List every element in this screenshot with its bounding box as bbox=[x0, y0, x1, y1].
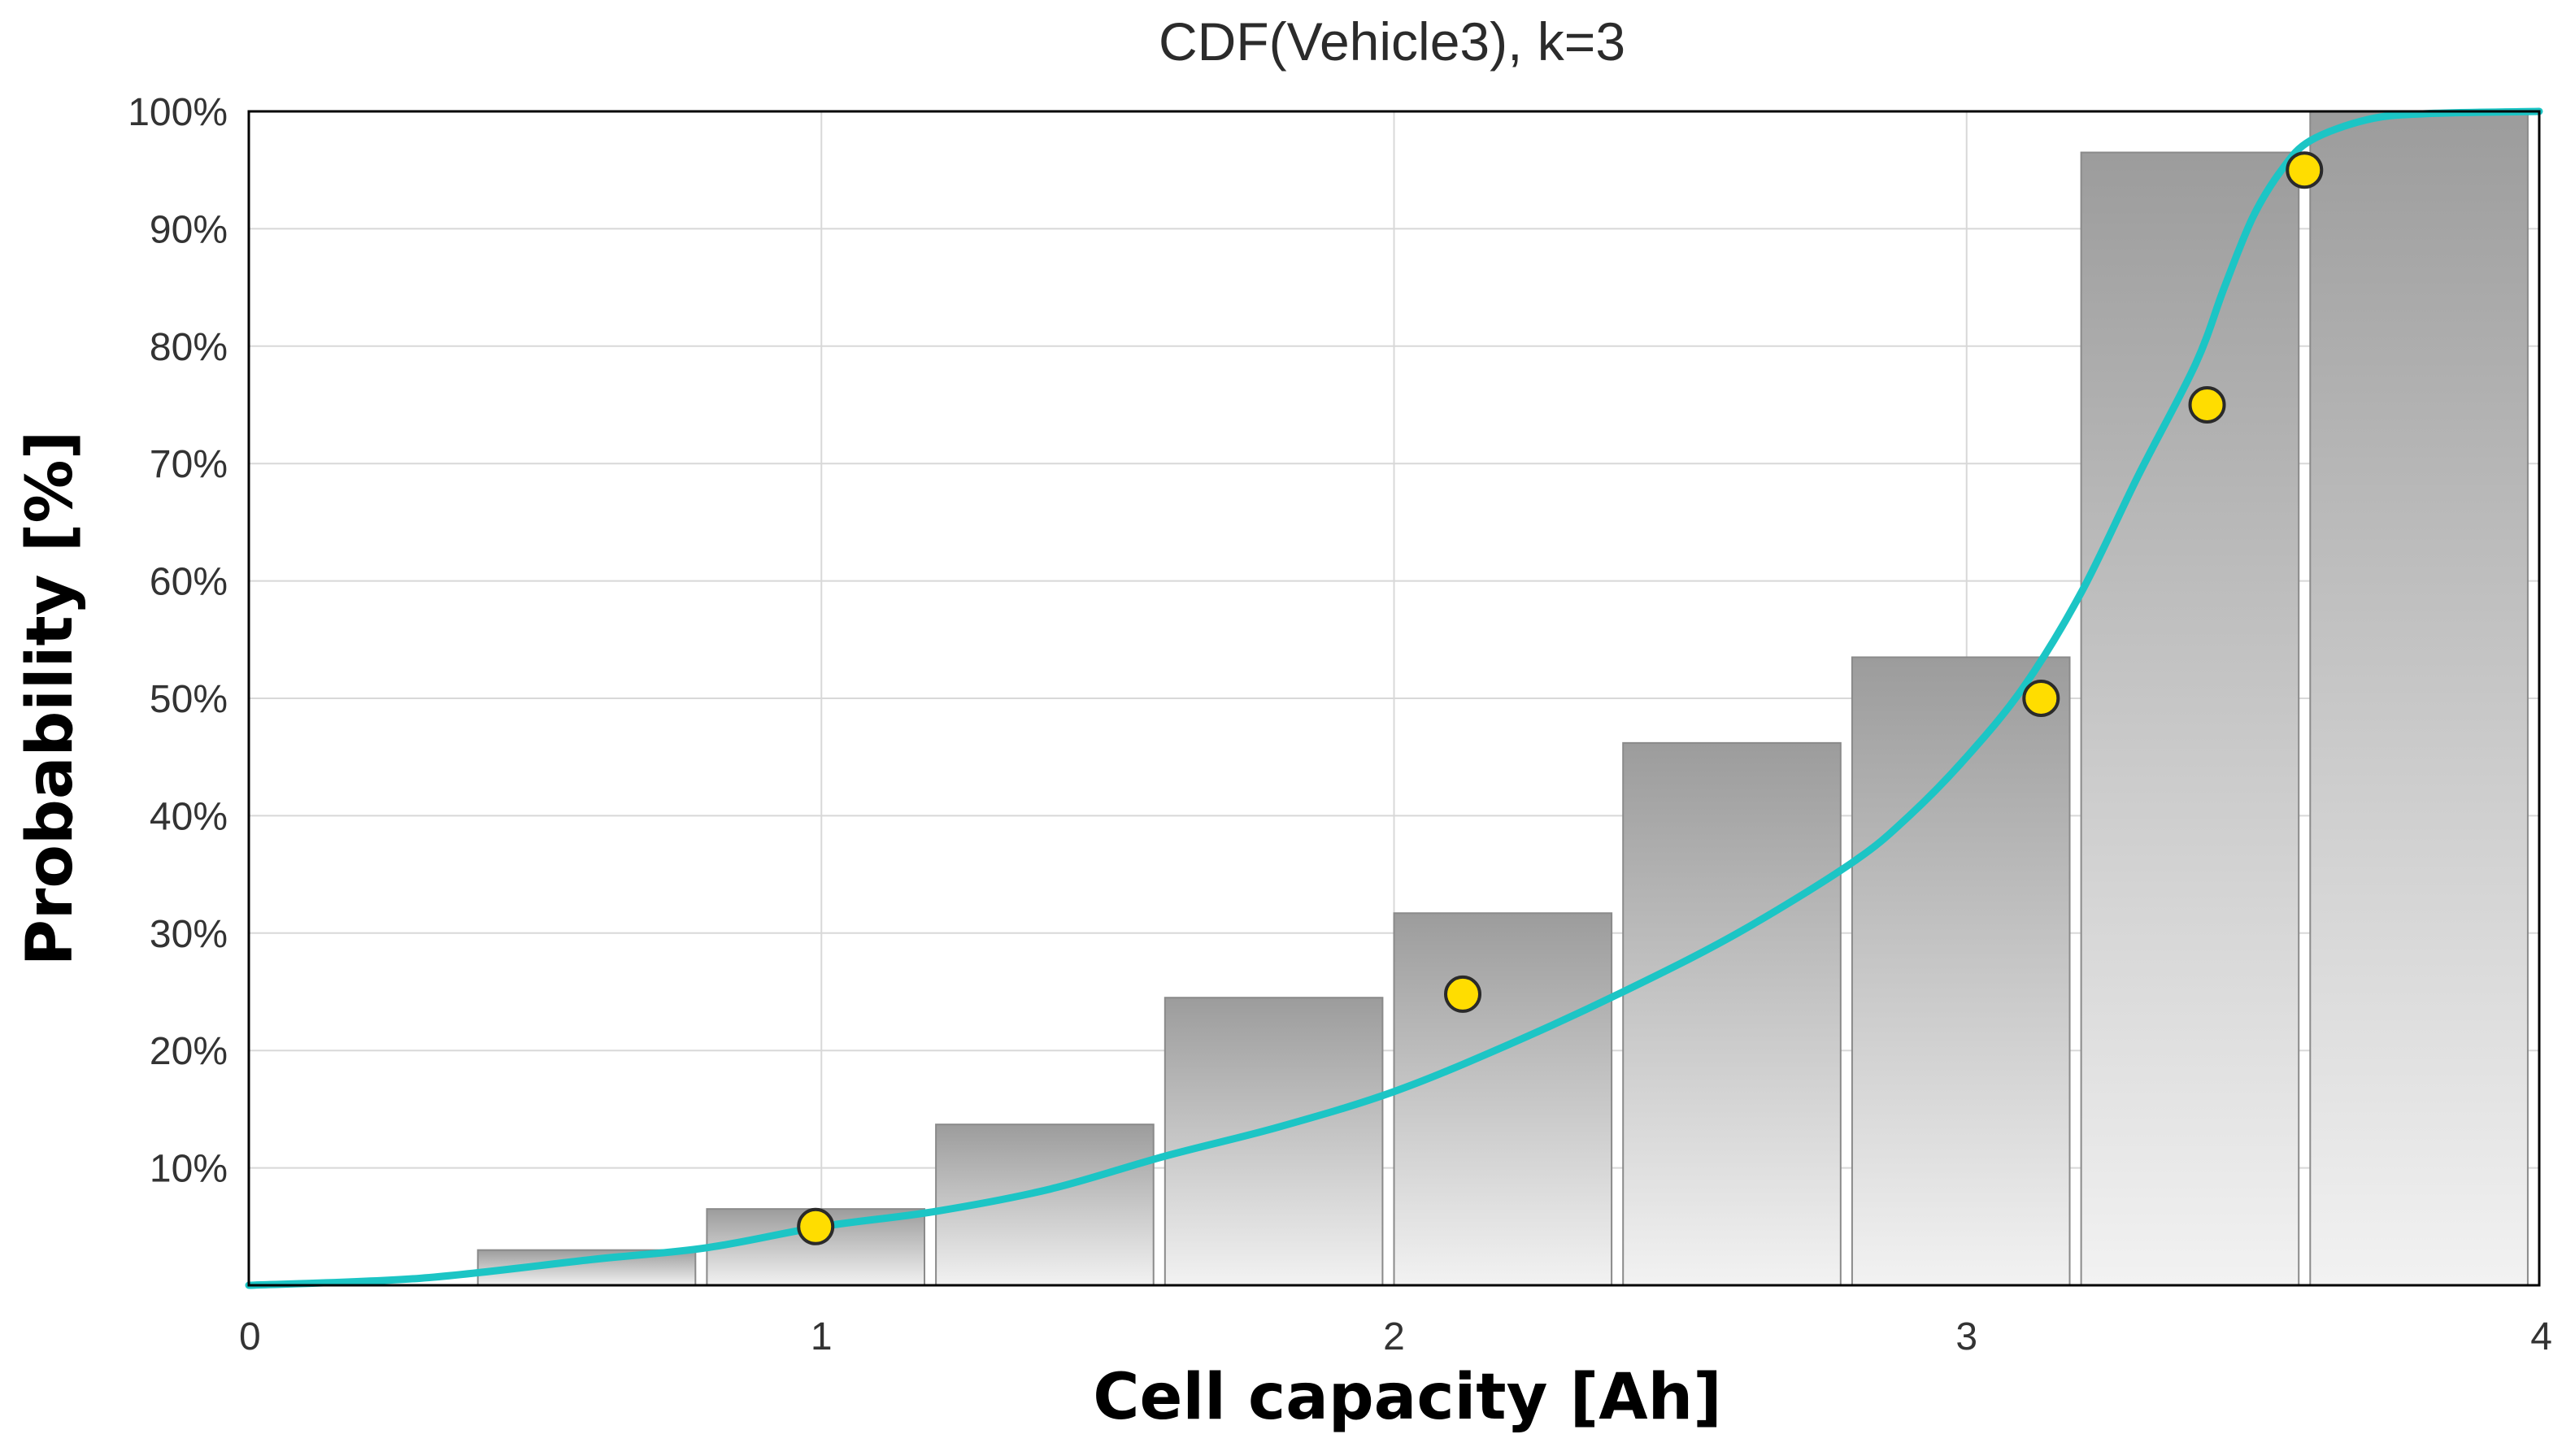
x-tick-label: 3 bbox=[1955, 1315, 1977, 1358]
chart-title: CDF(Vehicle3), k=3 bbox=[1159, 11, 1625, 72]
scatter-series bbox=[797, 151, 2324, 1245]
bar bbox=[2080, 151, 2300, 1286]
data-point bbox=[2022, 680, 2060, 717]
bar bbox=[1393, 912, 1613, 1286]
bar bbox=[2309, 111, 2529, 1286]
plot-border bbox=[247, 110, 2541, 1287]
bar-series bbox=[476, 111, 2529, 1287]
y-tick-label: 20% bbox=[150, 1030, 228, 1073]
x-axis-label: Cell capacity [Ah] bbox=[1093, 1361, 1722, 1434]
x-tick-label: 4 bbox=[2530, 1315, 2552, 1358]
bar bbox=[1851, 656, 2071, 1286]
data-point bbox=[1444, 975, 1482, 1013]
y-tick-label: 10% bbox=[150, 1148, 228, 1191]
x-tick-label: 0 bbox=[239, 1315, 261, 1358]
bar bbox=[1164, 997, 1384, 1286]
y-tick-label: 50% bbox=[150, 678, 228, 721]
y-tick-label: 80% bbox=[150, 326, 228, 369]
data-point bbox=[797, 1207, 835, 1245]
y-axis-ticks: 10% 20% 30% 40% 50% 60% 70% 80% 90% 100% bbox=[128, 91, 228, 1191]
y-tick-label: 70% bbox=[150, 443, 228, 486]
x-tick-label: 2 bbox=[1383, 1315, 1405, 1358]
bar bbox=[1622, 741, 1842, 1286]
x-tick-label: 1 bbox=[811, 1315, 833, 1358]
y-tick-label: 90% bbox=[150, 208, 228, 251]
y-axis-label: Probability [%] bbox=[14, 431, 87, 966]
x-axis-ticks: 0 1 2 3 4 bbox=[239, 1315, 2552, 1358]
y-tick-label: 30% bbox=[150, 913, 228, 956]
y-tick-label: 100% bbox=[128, 91, 228, 134]
data-point bbox=[2188, 386, 2226, 424]
y-tick-label: 60% bbox=[150, 561, 228, 604]
data-point bbox=[2286, 151, 2324, 189]
y-tick-label: 40% bbox=[150, 795, 228, 838]
